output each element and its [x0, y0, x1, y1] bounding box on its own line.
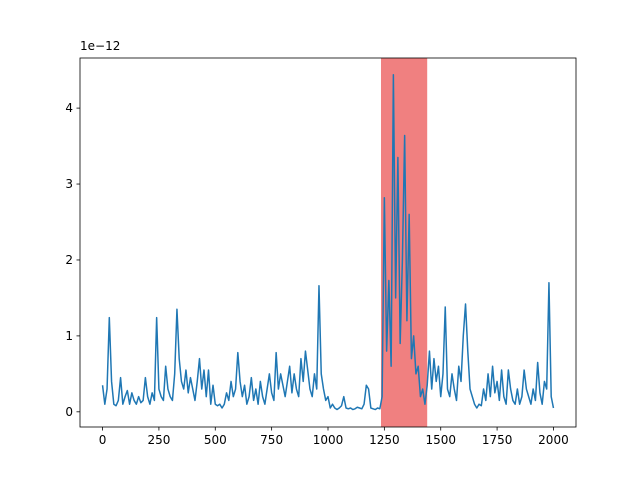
- y-tick-label: 0: [65, 405, 73, 419]
- offset-text: 1e−12: [80, 39, 120, 53]
- x-tick-label: 500: [204, 433, 227, 447]
- x-tick-label: 1250: [369, 433, 400, 447]
- x-tick-label: 1500: [425, 433, 456, 447]
- x-tick-label: 0: [99, 433, 107, 447]
- highlight-span: [380, 58, 428, 427]
- x-tick-label: 2000: [538, 433, 569, 447]
- y-tick-label: 1: [65, 329, 73, 343]
- y-tick-label: 4: [65, 101, 73, 115]
- x-tick-label: 750: [260, 433, 283, 447]
- x-tick-label: 1750: [482, 433, 513, 447]
- x-tick-label: 1000: [313, 433, 344, 447]
- x-tick-label: 250: [147, 433, 170, 447]
- y-tick-label: 2: [65, 253, 73, 267]
- y-tick-label: 3: [65, 177, 73, 191]
- line-series: [101, 73, 555, 411]
